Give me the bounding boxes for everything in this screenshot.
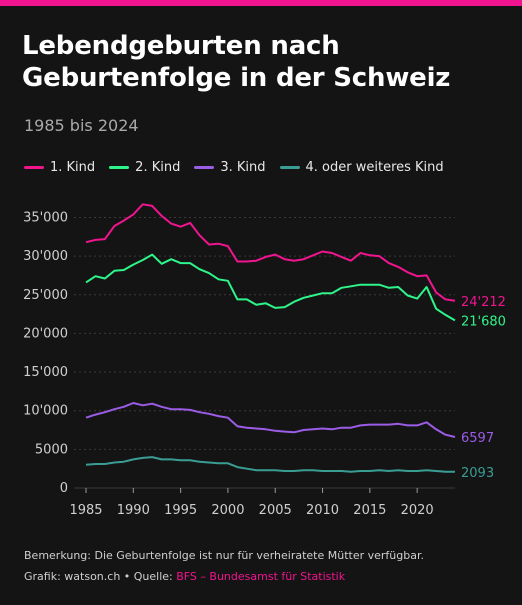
legend-item-4-kind: 4. oder weiteres Kind bbox=[279, 160, 444, 175]
legend-item-1-kind: 1. Kind bbox=[24, 160, 95, 175]
legend-label: 3. Kind bbox=[220, 160, 266, 175]
credit-text: Grafik: watson.ch • Quelle: bbox=[24, 570, 177, 583]
x-tick-label: 1985 bbox=[69, 503, 102, 518]
y-tick-label: 5000 bbox=[35, 442, 68, 457]
legend-swatch bbox=[194, 166, 215, 169]
y-tick-label: 20'000 bbox=[23, 326, 68, 341]
y-tick-label: 0 bbox=[60, 481, 68, 496]
brand-top-bar bbox=[0, 0, 522, 6]
x-tick-label: 1990 bbox=[117, 503, 150, 518]
line-chart: 0 5000 10'000 15'000 20'000 25'000 30'000 35'00… bbox=[23, 203, 506, 518]
series-line-4 bbox=[85, 456, 455, 473]
x-tick-label: 2000 bbox=[211, 503, 244, 518]
x-tick-label: 1995 bbox=[164, 503, 197, 518]
x-tick-label: 2010 bbox=[306, 503, 339, 518]
legend-swatch bbox=[24, 166, 44, 169]
legend-item-2-kind: 2. Kind bbox=[109, 160, 180, 175]
x-tick-label: 2020 bbox=[401, 503, 434, 518]
legend-label: 1. Kind bbox=[50, 160, 96, 175]
y-tick-label: 25'000 bbox=[23, 288, 68, 303]
footer-note: Bemerkung: Die Geburtenfolge ist nur für… bbox=[24, 549, 424, 562]
chart-subtitle: 1985 bis 2024 bbox=[24, 116, 139, 135]
line-layer bbox=[85, 203, 456, 473]
end-value-label: 2093 bbox=[461, 466, 494, 481]
legend-item-3-kind: 3. Kind bbox=[194, 160, 266, 175]
x-tick-label: 2015 bbox=[353, 503, 386, 518]
series-line-3 bbox=[85, 402, 456, 438]
y-tick-label: 15'000 bbox=[23, 365, 68, 380]
y-tick-label: 30'000 bbox=[23, 249, 68, 264]
legend-swatch bbox=[279, 166, 300, 169]
footer-credit: Grafik: watson.ch • Quelle: BFS – Bundes… bbox=[24, 570, 345, 583]
source-link[interactable]: BFS – Bundesamst für Statistik bbox=[176, 570, 346, 583]
chart-legend: 1. Kind 2. Kind 3. Kind 4. oder weiteres… bbox=[24, 160, 458, 175]
legend-label: 2. Kind bbox=[135, 160, 181, 175]
axis-layer: 0 5000 10'000 15'000 20'000 25'000 30'000 35'00… bbox=[23, 210, 434, 518]
end-value-label: 6597 bbox=[461, 431, 494, 446]
legend-swatch bbox=[109, 166, 130, 169]
series-line-1 bbox=[85, 203, 456, 302]
end-value-label: 24'212 bbox=[461, 295, 506, 310]
x-tick-label: 2005 bbox=[259, 503, 292, 518]
series-line-2 bbox=[85, 253, 456, 322]
end-value-label: 21'680 bbox=[461, 314, 506, 329]
y-tick-label: 10'000 bbox=[23, 404, 68, 419]
chart-title: Lebendgeburten nach Geburtenfolge in der… bbox=[22, 31, 451, 93]
grid-layer bbox=[74, 216, 455, 489]
y-tick-label: 35'000 bbox=[23, 210, 68, 225]
end-label-layer: 24'212 21'680 6597 2093 bbox=[461, 295, 506, 481]
legend-label: 4. oder weiteres Kind bbox=[305, 160, 444, 175]
